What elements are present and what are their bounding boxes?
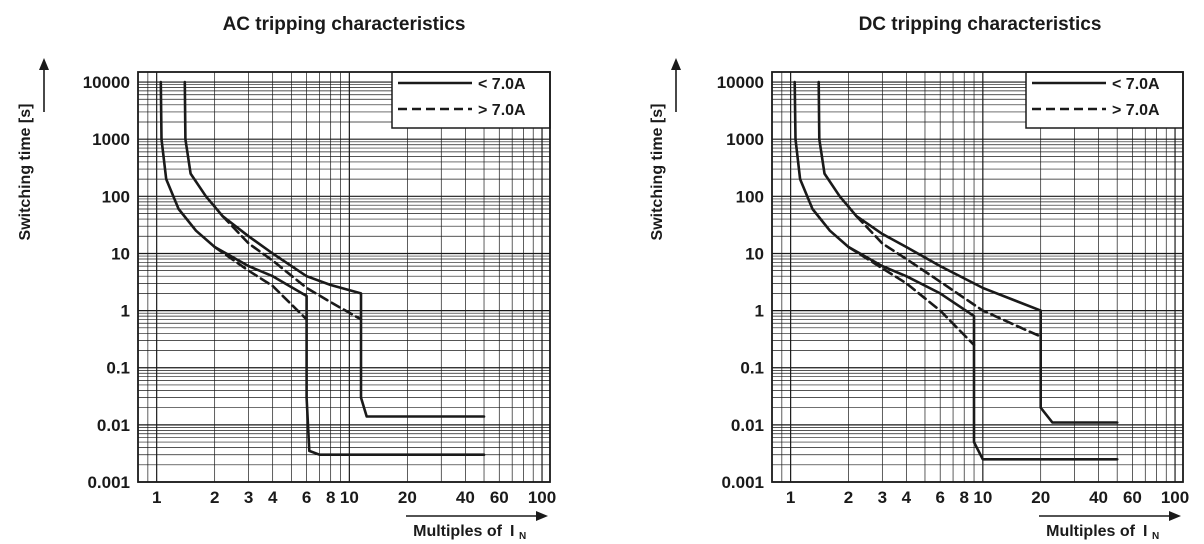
x-tick-labels: 1 2 3 4 6 8 10 20 40 60 100 [152, 488, 556, 507]
x-tick-label: 10 [973, 488, 992, 507]
legend-box [391, 71, 551, 129]
y-tick-label: 0.001 [721, 473, 764, 492]
x-tick-label: 8 [326, 488, 335, 507]
y-tick-label: 0.001 [87, 473, 130, 492]
grid-lines [771, 72, 1183, 483]
x-axis-subscript: N [519, 531, 526, 542]
legend-box [1025, 71, 1184, 129]
x-tick-label: 40 [1089, 488, 1108, 507]
x-axis-label: Multiples of [413, 523, 503, 540]
series-group [159, 80, 486, 456]
x-tick-label: 8 [959, 488, 968, 507]
x-axis-label-group: Multiples of I N [406, 511, 548, 542]
x-tick-label: 20 [398, 488, 417, 507]
x-tick-label: 60 [1123, 488, 1142, 507]
plot-frame [137, 71, 551, 483]
x-tick-label: 6 [302, 488, 311, 507]
legend-label: < 7.0A [478, 76, 526, 93]
y-axis-arrow-head [39, 58, 49, 70]
x-axis-arrow-head [536, 511, 548, 521]
x-tick-label: 100 [528, 488, 556, 507]
x-tick-label: 40 [456, 488, 475, 507]
legend-label: < 7.0A [1112, 76, 1160, 93]
x-axis-label-group: Multiples of I N [1039, 511, 1181, 542]
x-tick-label: 1 [152, 488, 161, 507]
legend: < 7.0A > 7.0A [391, 71, 551, 129]
y-tick-labels: 10000 1000 100 10 1 0.1 0.01 0.001 [83, 73, 130, 492]
series-line-0 [159, 80, 486, 456]
y-axis-arrow-head [671, 58, 681, 70]
x-tick-label: 6 [935, 488, 944, 507]
x-axis-symbol: I [1143, 523, 1147, 540]
y-tick-label: 10000 [717, 73, 764, 92]
series-line-1 [817, 80, 1119, 424]
x-tick-label: 4 [902, 488, 912, 507]
x-axis-subscript: N [1152, 531, 1159, 542]
series-line-3 [855, 214, 1042, 338]
plot-frame [771, 71, 1184, 483]
x-tick-label: 10 [340, 488, 359, 507]
x-axis-arrow-head [1169, 511, 1181, 521]
y-tick-label: 100 [102, 187, 130, 206]
x-tick-label: 60 [490, 488, 509, 507]
series-line-3 [221, 214, 363, 321]
y-tick-label: 1 [121, 302, 130, 321]
legend: < 7.0A > 7.0A [1025, 71, 1184, 129]
chart-title: AC tripping characteristics [223, 14, 466, 35]
series-line-0 [793, 80, 1119, 461]
series-line-1 [183, 80, 486, 418]
y-tick-label: 10 [745, 244, 764, 263]
y-axis-label: Switching time [s] [17, 104, 34, 241]
y-tick-label: 0.1 [740, 359, 764, 378]
y-tick-label: 100 [736, 187, 764, 206]
chart-title: DC tripping characteristics [859, 14, 1102, 35]
chart-panel-dc: DC tripping characteristics < 7.0A > 7.0A 1… [649, 14, 1189, 542]
legend-label: > 7.0A [1112, 102, 1160, 119]
x-tick-label: 2 [210, 488, 219, 507]
x-tick-label: 3 [244, 488, 253, 507]
x-tick-labels: 1 2 3 4 6 8 10 20 40 60 100 [786, 488, 1189, 507]
y-tick-label: 10000 [83, 73, 130, 92]
y-axis-label: Switching time [s] [649, 104, 666, 241]
legend-label: > 7.0A [478, 102, 526, 119]
y-tick-label: 0.01 [97, 416, 130, 435]
series-line-2 [847, 245, 976, 347]
chart-panel-ac: AC tripping characteristics < 7.0A > 7.0A 1… [17, 14, 556, 542]
x-tick-label: 1 [786, 488, 795, 507]
y-tick-label: 1000 [726, 130, 764, 149]
series-group [793, 80, 1119, 461]
x-tick-label: 3 [878, 488, 887, 507]
y-tick-label: 0.01 [731, 416, 764, 435]
y-axis-label-group: Switching time [s] [649, 58, 681, 240]
y-axis-label-group: Switching time [s] [17, 58, 49, 240]
x-axis-symbol: I [510, 523, 514, 540]
x-axis-label: Multiples of [1046, 523, 1136, 540]
y-tick-label: 1000 [92, 130, 130, 149]
x-tick-label: 4 [268, 488, 278, 507]
y-tick-label: 1 [755, 302, 764, 321]
grid-lines [137, 72, 550, 483]
y-tick-label: 0.1 [106, 359, 130, 378]
x-tick-label: 100 [1161, 488, 1189, 507]
x-tick-label: 2 [844, 488, 853, 507]
y-tick-labels: 10000 1000 100 10 1 0.1 0.01 0.001 [717, 73, 764, 492]
y-tick-label: 10 [111, 244, 130, 263]
series-line-2 [213, 245, 308, 321]
x-tick-label: 20 [1031, 488, 1050, 507]
